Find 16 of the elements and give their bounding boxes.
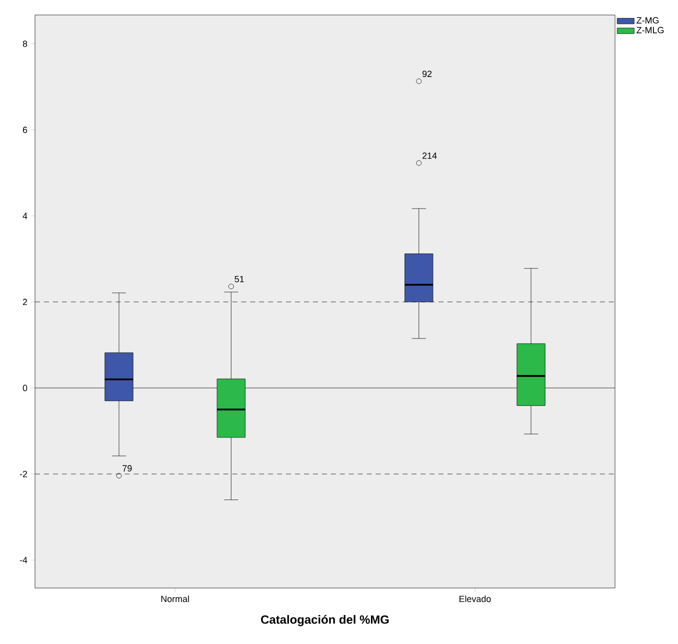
annotation: 92: [422, 70, 432, 78]
y-tick-label: 6: [22, 126, 28, 134]
legend-label: Z-MLG: [636, 26, 664, 34]
annotation: 79: [122, 465, 132, 472]
x-tick-label: Elevado: [459, 596, 491, 602]
annotation: 214: [422, 152, 437, 159]
y-tick-label: 4: [22, 212, 28, 219]
annotation: 51: [234, 276, 244, 282]
y-tick-label: -4: [20, 556, 28, 564]
legend-label: Z-MG: [636, 17, 659, 24]
y-tick-label: -2: [20, 470, 28, 478]
y-tick-label: 0: [22, 384, 28, 392]
y-tick-label: 2: [22, 298, 28, 306]
y-tick-label: 8: [22, 40, 28, 47]
x-axis-title: Catalogación del %MG: [261, 614, 389, 626]
x-tick-label: Normal: [161, 596, 189, 602]
